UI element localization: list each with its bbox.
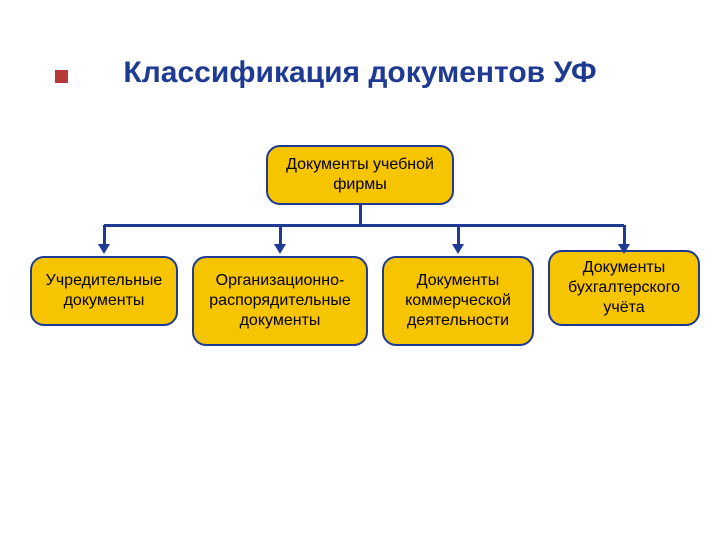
arrow-down-icon (98, 244, 110, 254)
arrow-down-icon (618, 244, 630, 254)
connector-horizontal (104, 224, 624, 227)
connector-vertical (103, 225, 106, 246)
child-node-1: Организационно-распорядительные документ… (192, 256, 368, 346)
child-node-3: Документы бухгалтерского учёта (548, 250, 700, 326)
connector-vertical (279, 225, 282, 246)
arrow-down-icon (452, 244, 464, 254)
root-node: Документы учебной фирмы (266, 145, 454, 205)
arrow-down-icon (274, 244, 286, 254)
child-node-0: Учредительные документы (30, 256, 178, 326)
title-bullet-icon (55, 70, 68, 83)
connector-vertical (623, 225, 626, 246)
slide-title-region: Классификация документов УФ (0, 56, 720, 90)
slide-title: Классификация документов УФ (123, 56, 596, 89)
connector-vertical (457, 225, 460, 246)
child-node-2: Документы коммерческой деятельности (382, 256, 534, 346)
connector-vertical (359, 205, 362, 225)
